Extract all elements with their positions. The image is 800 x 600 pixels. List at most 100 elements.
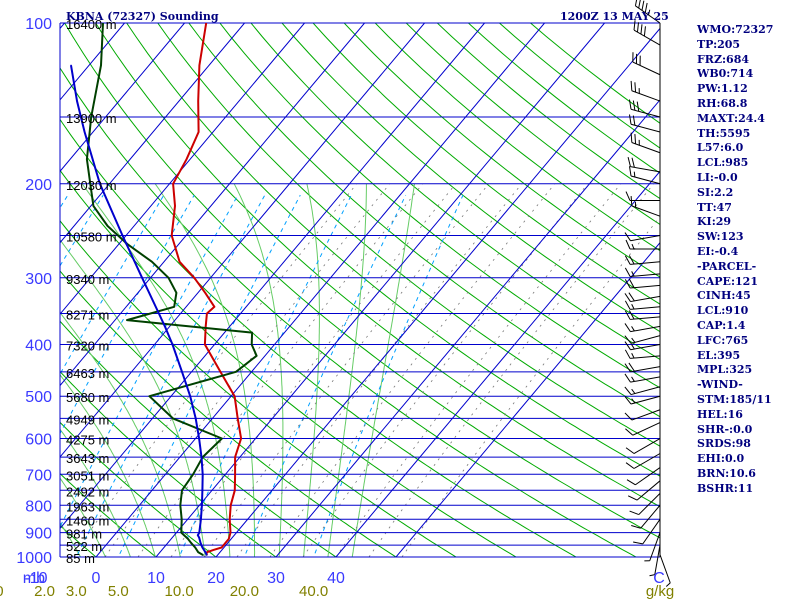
guide-line xyxy=(236,183,523,557)
wind-barb xyxy=(624,373,661,383)
barb-staff xyxy=(633,438,661,454)
dewpoint-point xyxy=(92,205,94,207)
height-label: 7320 m xyxy=(66,339,109,354)
wind-barb xyxy=(625,453,661,469)
wind-barb xyxy=(633,20,661,46)
barb-flag xyxy=(632,115,636,126)
barb-half-flag xyxy=(631,304,635,310)
temperature-point xyxy=(206,312,208,315)
wind-barb xyxy=(630,80,661,102)
dewpoint-point xyxy=(194,546,196,549)
index-line: FRZ:684 xyxy=(697,52,750,66)
index-line: BRN:10.6 xyxy=(697,466,756,480)
parcel-point xyxy=(200,518,202,520)
dewpoint-point xyxy=(255,355,258,357)
pressure-tick-label: 200 xyxy=(25,177,52,194)
parcel-point xyxy=(99,183,101,185)
dewpoint-point xyxy=(235,371,237,373)
height-label: 1963 m xyxy=(66,499,109,514)
temperature-point xyxy=(172,183,174,185)
parcel-point xyxy=(202,473,204,475)
barb-flag xyxy=(628,99,632,110)
dry-adiabat xyxy=(60,169,517,557)
wind-barb xyxy=(632,52,661,76)
barb-flag xyxy=(625,239,631,250)
dewpoint-point xyxy=(179,504,181,506)
barb-flag xyxy=(629,510,639,516)
barb-staff xyxy=(630,108,661,118)
barb-staff xyxy=(636,480,661,501)
wind-barb xyxy=(624,267,661,277)
dry-adiabat xyxy=(60,472,157,557)
barb-staff xyxy=(630,395,661,405)
isotherm xyxy=(275,99,660,557)
barb-flag xyxy=(631,525,641,529)
temperature-point xyxy=(220,546,223,549)
dewpoint-point xyxy=(251,343,253,346)
dewpoint-point xyxy=(202,554,204,556)
barb-flag xyxy=(628,114,632,125)
temperature-point xyxy=(204,343,206,346)
isotherm xyxy=(335,170,660,557)
temperature-point xyxy=(234,473,236,475)
barb-flag xyxy=(632,100,636,111)
dewpoint-point xyxy=(89,183,91,185)
barb-staff xyxy=(630,261,661,265)
height-label: 5680 m xyxy=(66,390,109,405)
temperature-point xyxy=(205,23,207,24)
barb-staff xyxy=(630,175,661,185)
dewpoint-point xyxy=(181,518,183,520)
height-label: 9340 m xyxy=(66,272,109,287)
barb-flag xyxy=(628,310,635,320)
pressure-tick-label: 100 xyxy=(25,16,52,33)
height-label: 4949 m xyxy=(66,412,109,427)
barb-flag xyxy=(628,166,632,177)
barb-half-flag xyxy=(631,337,636,343)
index-line: KI:29 xyxy=(697,215,732,229)
parcel-point xyxy=(199,542,202,544)
moist-adiabat xyxy=(351,183,415,557)
barb-flag xyxy=(634,134,637,144)
barb-flag xyxy=(644,2,648,13)
barb-flag xyxy=(633,20,636,31)
isotherm xyxy=(60,23,185,173)
height-label: 85 m xyxy=(66,551,95,566)
dewpoint-point xyxy=(148,395,151,397)
dewpoint-profile xyxy=(85,23,258,556)
dewpoint-point xyxy=(90,116,92,118)
temperature-point xyxy=(237,417,239,419)
mixing-ratio-label: 40.0 xyxy=(299,583,328,600)
barb-staff xyxy=(630,355,661,359)
sounding-profiles xyxy=(70,23,258,556)
mixing-ratio-line xyxy=(117,194,301,557)
barb-flag xyxy=(626,479,636,486)
guide-line xyxy=(335,183,622,557)
barb-staff xyxy=(630,376,661,383)
wind-barb xyxy=(625,422,661,436)
temperature-tick-label: -10 xyxy=(24,570,47,587)
barb-staff xyxy=(630,295,661,303)
isotherm xyxy=(60,23,365,387)
parcel-point xyxy=(121,234,124,237)
temperature-tick-label: 30 xyxy=(267,570,285,587)
barb-flag xyxy=(625,428,634,436)
height-label: 8271 m xyxy=(66,308,109,323)
temperature-point xyxy=(234,456,236,458)
index-line: SI:2.2 xyxy=(697,185,734,199)
parcel-point xyxy=(201,504,203,506)
barb-staff xyxy=(633,29,661,46)
parcel-point xyxy=(189,395,191,397)
wind-barb xyxy=(630,132,661,154)
wind-barb xyxy=(627,480,661,501)
pressure-tick-label: 1000 xyxy=(16,550,52,567)
parcel-point xyxy=(201,546,203,549)
wind-barb xyxy=(625,239,660,250)
barb-flag xyxy=(624,373,631,383)
barb-staff xyxy=(642,519,661,545)
height-label: 12030 m xyxy=(66,178,117,193)
barb-flag xyxy=(630,196,633,206)
barb-half-flag xyxy=(631,326,635,332)
index-line: WB0:714 xyxy=(697,67,754,81)
isotherm xyxy=(60,23,485,530)
